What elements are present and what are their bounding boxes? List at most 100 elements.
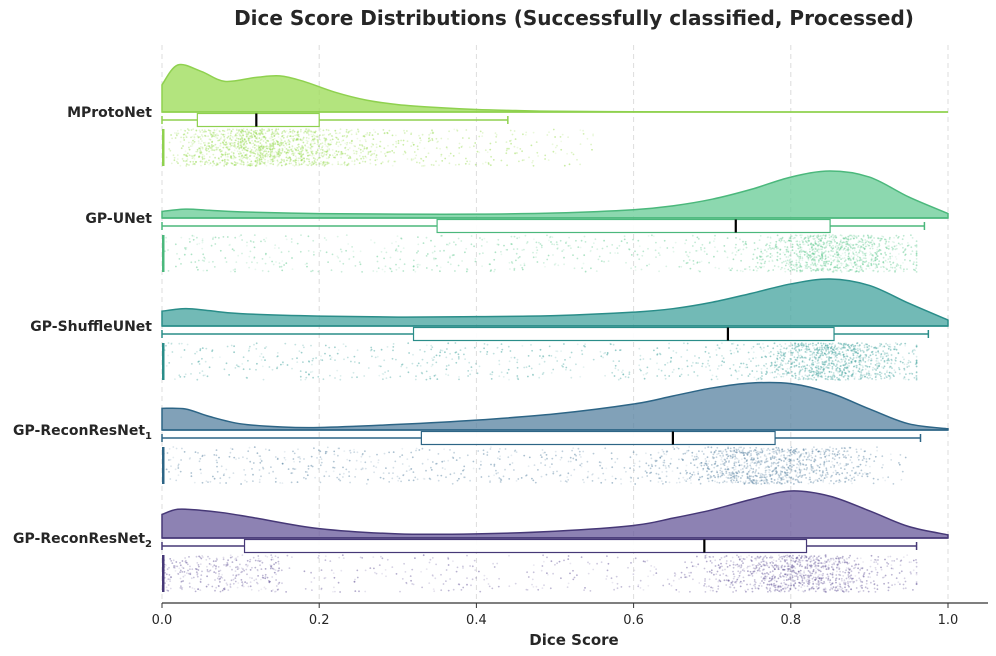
data-point: [820, 366, 823, 369]
data-point: [830, 246, 833, 249]
data-point: [794, 347, 797, 349]
data-point: [549, 235, 552, 238]
data-point: [302, 153, 305, 156]
data-point: [823, 262, 825, 265]
data-point: [174, 132, 176, 134]
data-point: [297, 149, 300, 152]
data-point: [494, 251, 497, 254]
data-point: [205, 153, 208, 155]
data-point: [714, 234, 716, 237]
data-point: [497, 457, 499, 459]
data-point: [291, 130, 294, 133]
data-point: [493, 270, 495, 273]
data-point: [337, 256, 340, 259]
data-point: [566, 476, 569, 478]
data-point: [167, 270, 170, 272]
data-point: [266, 147, 269, 150]
data-point: [205, 147, 208, 150]
data-point: [410, 132, 413, 134]
data-point: [390, 270, 393, 273]
data-point: [201, 131, 204, 134]
data-point: [508, 360, 511, 363]
data-point: [256, 141, 258, 143]
data-point: [732, 364, 735, 366]
data-point: [322, 129, 325, 132]
data-point: [871, 235, 873, 238]
data-point: [794, 342, 796, 345]
data-point: [493, 258, 496, 261]
data-point: [694, 241, 696, 244]
data-point: [184, 130, 187, 132]
data-point: [846, 265, 849, 268]
data-point: [228, 142, 231, 144]
data-point: [255, 163, 258, 166]
data-point: [862, 357, 865, 360]
data-point: [421, 133, 424, 136]
data-point: [445, 368, 448, 371]
data-point: [881, 345, 884, 348]
data-point: [319, 143, 322, 145]
data-point: [343, 162, 346, 165]
data-point: [887, 374, 890, 377]
data-point: [736, 344, 739, 347]
data-point: [551, 243, 553, 246]
data-point: [171, 137, 174, 140]
data-point: [889, 255, 891, 258]
data-point: [521, 150, 523, 153]
data-point: [746, 462, 749, 465]
data-point: [848, 345, 851, 348]
data-point: [357, 130, 360, 133]
data-point: [350, 129, 353, 132]
data-point: [814, 259, 816, 262]
data-point: [733, 446, 735, 449]
data-point: [403, 150, 406, 153]
data-point: [253, 144, 256, 147]
data-point: [383, 247, 386, 250]
data-point: [348, 258, 350, 261]
data-point: [293, 130, 296, 133]
data-point: [169, 478, 172, 480]
data-point: [481, 238, 484, 241]
data-point: [238, 365, 241, 368]
data-point: [656, 353, 659, 356]
data-point: [188, 238, 191, 240]
data-point: [871, 243, 874, 246]
data-point: [872, 353, 874, 356]
data-point: [211, 146, 213, 148]
data-point: [193, 136, 196, 139]
data-point: [890, 362, 893, 365]
data-point: [838, 361, 841, 363]
data-point: [211, 356, 214, 359]
data-point: [468, 163, 471, 166]
data-point: [263, 161, 266, 164]
data-point: [914, 349, 916, 352]
data-point: [837, 371, 839, 374]
data-point: [786, 372, 789, 374]
data-point: [819, 257, 821, 260]
data-point: [813, 356, 816, 358]
data-point: [825, 366, 827, 369]
data-point: [784, 260, 787, 262]
data-point: [656, 362, 658, 365]
data-point: [532, 160, 534, 162]
data-point: [805, 345, 808, 348]
data-point: [614, 367, 617, 370]
data-point: [193, 154, 196, 157]
data-point: [464, 358, 466, 360]
data-point: [191, 163, 194, 166]
data-point: [498, 450, 500, 453]
data-point: [779, 268, 782, 271]
data-point: [861, 259, 863, 261]
data-point: [246, 241, 248, 244]
data-point: [583, 345, 585, 347]
data-point: [731, 251, 734, 254]
data-point: [784, 264, 787, 267]
data-point: [255, 348, 258, 350]
data-point: [893, 362, 896, 365]
data-point: [810, 255, 813, 258]
data-point: [198, 147, 201, 150]
data-point: [230, 344, 233, 347]
data-point: [467, 375, 469, 377]
data-point: [864, 261, 867, 263]
data-point: [835, 348, 837, 350]
